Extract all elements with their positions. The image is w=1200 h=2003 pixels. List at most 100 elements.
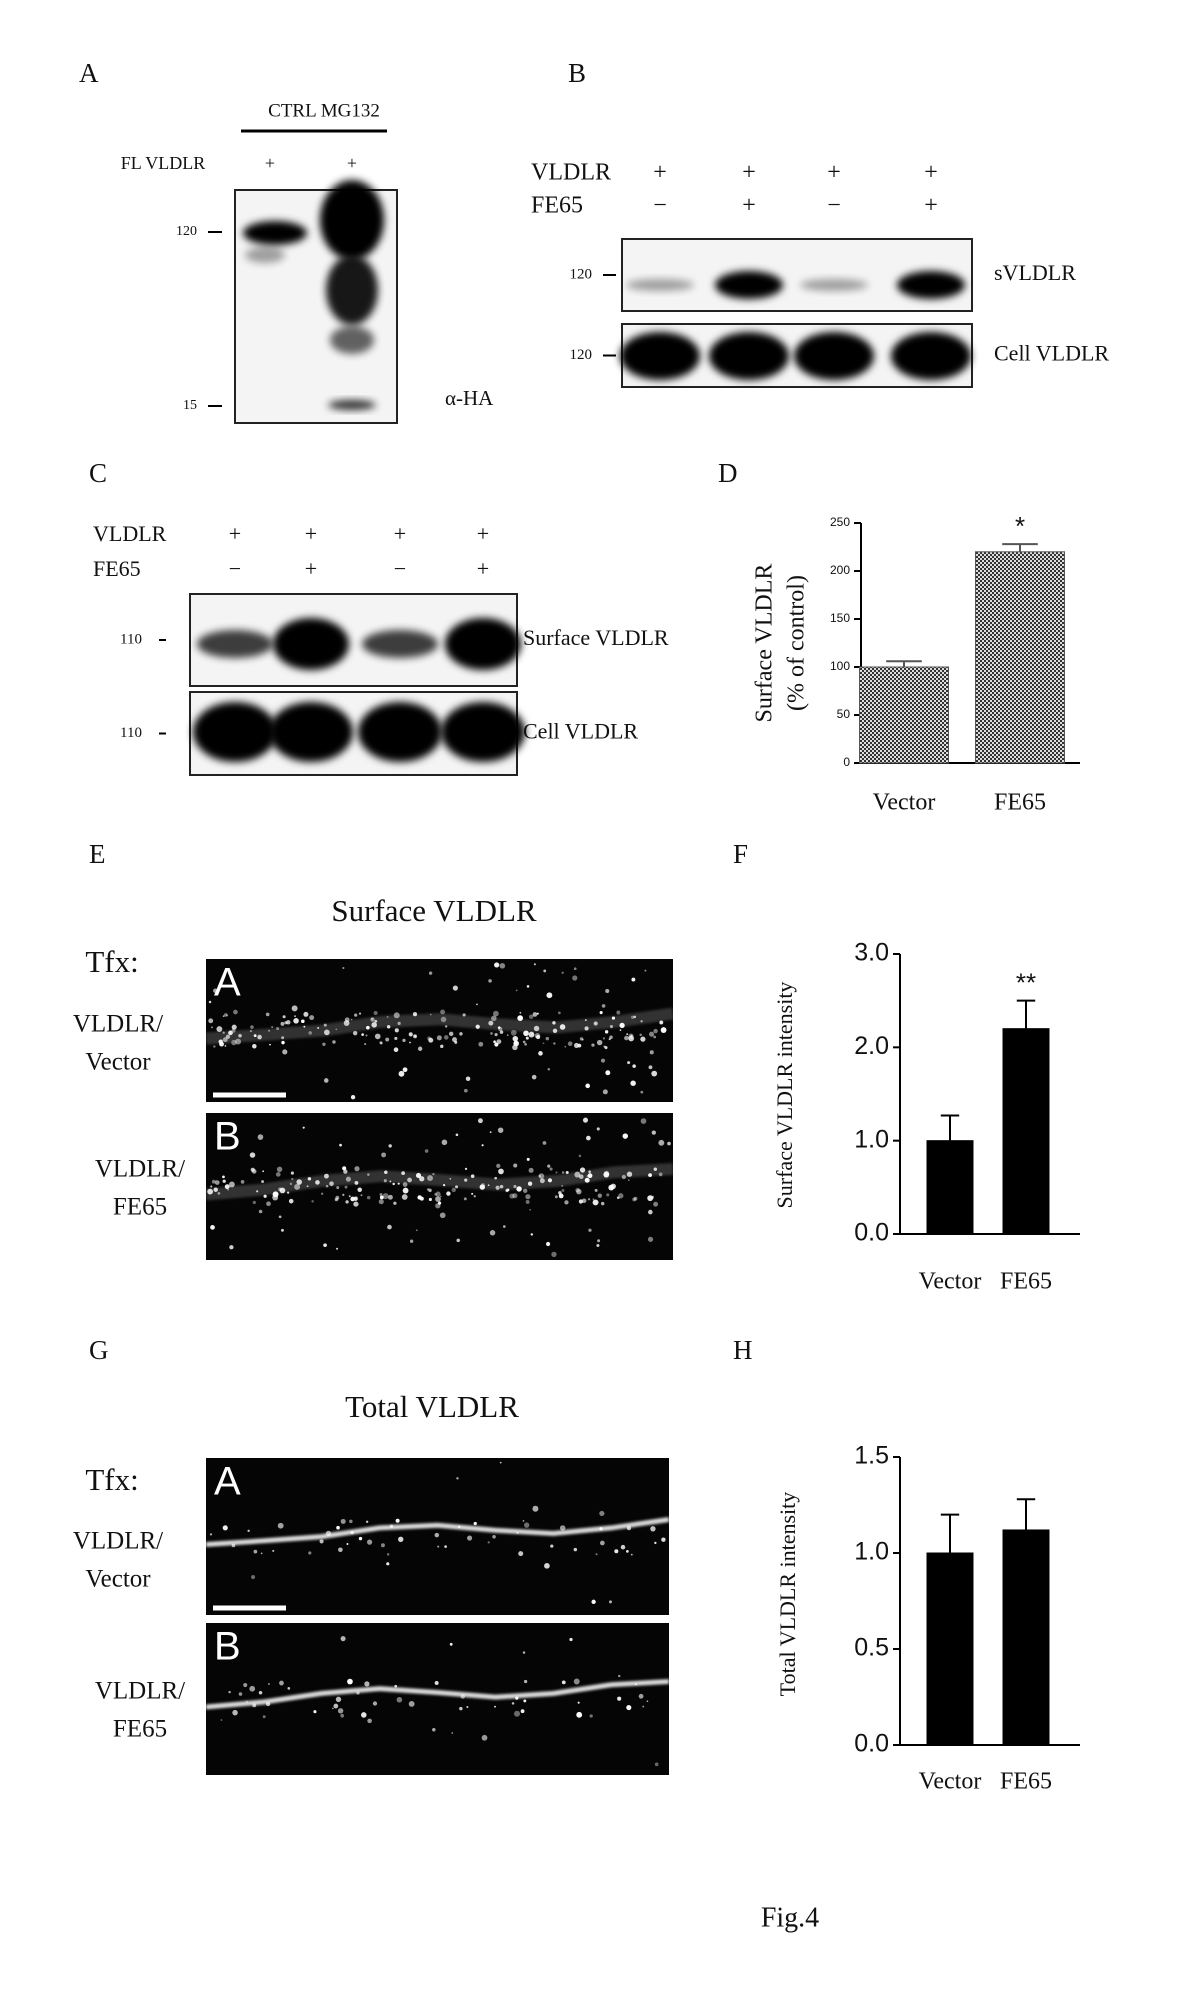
puncta <box>591 1599 596 1605</box>
puncta <box>599 1011 603 1015</box>
puncta <box>574 1171 581 1178</box>
puncta <box>592 1199 599 1206</box>
sign: + <box>924 193 938 219</box>
marker-label: 15 <box>183 398 197 413</box>
puncta <box>225 1034 231 1039</box>
puncta <box>393 1012 400 1019</box>
puncta <box>218 1039 223 1044</box>
puncta <box>441 1139 448 1146</box>
puncta <box>626 1525 632 1531</box>
puncta <box>281 1228 284 1232</box>
puncta <box>575 1187 580 1193</box>
puncta <box>596 1127 600 1131</box>
puncta <box>600 1201 605 1206</box>
puncta <box>225 1014 229 1017</box>
marker-label: 110 <box>120 631 142 647</box>
puncta <box>621 1174 626 1180</box>
puncta <box>589 1714 593 1718</box>
puncta <box>261 1180 265 1184</box>
puncta <box>315 1180 320 1185</box>
puncta <box>638 1693 644 1699</box>
puncta <box>514 1710 521 1717</box>
puncta <box>275 1172 281 1177</box>
puncta <box>257 1034 262 1040</box>
puncta <box>449 1642 453 1646</box>
y-tick-label: 0.0 <box>854 1730 889 1758</box>
puncta <box>522 1520 525 1522</box>
marker-label: 120 <box>570 266 593 282</box>
puncta <box>587 1173 593 1179</box>
puncta <box>350 1196 356 1202</box>
puncta <box>559 1024 566 1030</box>
puncta <box>617 1696 622 1701</box>
puncta <box>542 1042 545 1045</box>
puncta <box>455 1133 459 1137</box>
puncta <box>514 1040 518 1045</box>
puncta <box>630 1080 636 1086</box>
puncta <box>350 1530 354 1535</box>
bar <box>926 1140 974 1235</box>
puncta <box>564 1200 569 1205</box>
puncta <box>596 1039 603 1046</box>
puncta <box>382 1193 389 1200</box>
puncta <box>350 1095 356 1100</box>
puncta <box>213 988 218 993</box>
puncta <box>288 1198 294 1204</box>
puncta <box>619 1022 625 1029</box>
puncta <box>518 1551 524 1557</box>
puncta <box>494 1176 498 1180</box>
panel-label: C <box>89 458 107 488</box>
puncta <box>577 1043 582 1048</box>
puncta <box>512 1193 518 1199</box>
puncta <box>374 1019 378 1023</box>
puncta <box>578 1154 582 1158</box>
puncta <box>338 1547 343 1553</box>
blot-band <box>326 255 378 325</box>
puncta <box>534 1033 541 1039</box>
puncta <box>587 1198 591 1201</box>
puncta <box>222 1179 226 1183</box>
puncta <box>496 1163 501 1169</box>
puncta <box>383 1179 387 1183</box>
puncta <box>555 1171 558 1174</box>
puncta <box>409 1041 411 1044</box>
puncta <box>524 1042 527 1046</box>
puncta <box>333 1703 339 1709</box>
puncta <box>640 1090 644 1094</box>
puncta <box>626 1171 633 1177</box>
puncta <box>389 1180 392 1183</box>
puncta <box>348 1195 351 1198</box>
puncta <box>558 1193 564 1199</box>
puncta <box>605 1070 611 1076</box>
puncta <box>321 1192 324 1195</box>
puncta <box>593 1021 598 1026</box>
puncta <box>458 1525 461 1528</box>
image-letter: B <box>214 1115 241 1159</box>
puncta <box>402 1182 408 1187</box>
puncta <box>365 1034 368 1037</box>
puncta <box>527 1181 533 1186</box>
puncta <box>606 1193 610 1197</box>
puncta <box>428 1037 434 1043</box>
puncta <box>252 1043 257 1049</box>
puncta <box>517 1015 524 1021</box>
puncta <box>342 967 345 970</box>
puncta <box>516 1531 519 1534</box>
puncta <box>379 1195 384 1200</box>
puncta <box>519 1011 522 1014</box>
puncta <box>605 988 610 994</box>
puncta <box>336 1186 340 1190</box>
puncta <box>414 1035 417 1038</box>
puncta <box>626 1549 629 1553</box>
puncta <box>332 1707 334 1710</box>
blot-band <box>445 618 521 670</box>
puncta <box>487 1184 490 1186</box>
puncta <box>319 1539 324 1544</box>
puncta <box>602 1037 606 1040</box>
blot-band <box>709 332 789 380</box>
puncta <box>440 1016 447 1023</box>
blot-band <box>794 332 874 380</box>
puncta <box>631 977 636 982</box>
puncta <box>257 1134 264 1140</box>
puncta <box>660 1027 667 1033</box>
